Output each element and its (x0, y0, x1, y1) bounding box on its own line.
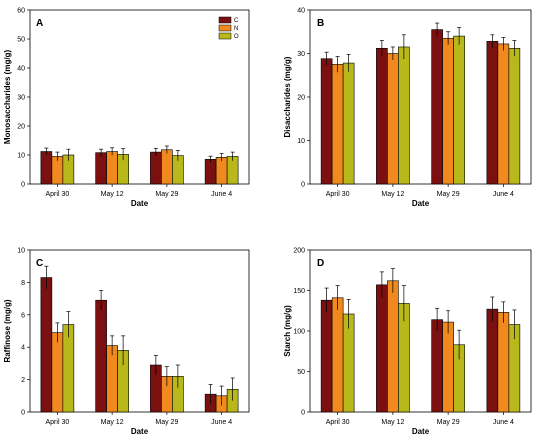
x-tick-label: April 30 (46, 191, 70, 198)
x-tick-label: April 30 (46, 419, 70, 426)
panel-B: 0 10 20 30 40 April 30 May 12 May 29 June 4 B Date… (283, 8, 532, 208)
bar-N (497, 312, 510, 413)
y-tick-label: 0 (21, 182, 25, 189)
bar-C (95, 299, 107, 413)
panel-label: A (36, 18, 43, 29)
bar-O (342, 313, 355, 413)
bar-N (215, 157, 228, 185)
x-tick-label: May 29 (155, 191, 178, 198)
bar-N (442, 321, 454, 413)
plot-frame (29, 249, 250, 413)
bar-C (40, 277, 53, 413)
bar-N (331, 297, 344, 413)
y-tick-label: 4 (21, 345, 25, 352)
y-tick-label: 30 (17, 95, 25, 102)
bar-C (40, 151, 53, 185)
x-axis-title: Date (412, 199, 430, 208)
x-tick-label: May 12 (381, 191, 404, 198)
x-tick-label: May 29 (437, 191, 460, 198)
bar-N (161, 149, 173, 185)
x-tick-label: April 30 (326, 419, 350, 426)
y-tick-label: 20 (17, 124, 25, 131)
y-tick-label: 2 (21, 377, 25, 384)
bar-C (204, 159, 217, 185)
x-tick-label: April 30 (326, 191, 350, 198)
bar-C (486, 41, 499, 185)
bar-C (376, 284, 388, 413)
x-tick-label: June 4 (211, 191, 232, 198)
y-tick-label: 100 (293, 329, 305, 336)
x-tick-label: May 29 (155, 419, 178, 426)
y-axis-title: Monosaccharides (mg/g) (3, 50, 12, 145)
y-axis-title: Disaccharides (mg/g) (283, 56, 292, 137)
y-tick-label: 20 (297, 95, 305, 102)
panel-D: 0 50 100 150 200 April 30 May 12 May 29 June 4 D D… (283, 248, 532, 436)
bar-O (398, 46, 410, 185)
bar-O (453, 35, 465, 185)
legend-swatch-O (218, 32, 232, 40)
x-tick-label: May 12 (101, 419, 124, 426)
x-tick-label: May 12 (381, 419, 404, 426)
bar-N (497, 43, 510, 185)
y-tick-label: 30 (297, 51, 305, 58)
x-tick-label: June 4 (211, 419, 232, 426)
bar-C (150, 151, 162, 185)
panel-A: 0 10 20 30 40 50 60 April 30 May 12 May 29 June 4 A… (3, 8, 250, 208)
y-tick-label: 200 (293, 248, 305, 255)
y-tick-label: 40 (297, 8, 305, 15)
legend-label-C: C (234, 18, 239, 24)
y-tick-label: 40 (17, 66, 25, 73)
legend: CNO (218, 16, 239, 40)
bar-O (342, 62, 355, 185)
y-tick-label: 10 (17, 153, 25, 160)
y-tick-label: 50 (17, 37, 25, 44)
x-axis-title: Date (131, 199, 149, 208)
bar-C (320, 58, 333, 185)
y-tick-label: 10 (17, 248, 25, 255)
bar-C (376, 47, 388, 185)
y-axis-title: Raffinose (mg/g) (3, 299, 12, 362)
x-tick-label: June 4 (493, 419, 514, 426)
bar-O (508, 47, 521, 185)
bar-C (95, 152, 107, 185)
panel-label: B (317, 18, 324, 29)
y-tick-label: 8 (21, 280, 25, 287)
bar-C (431, 29, 443, 185)
y-tick-label: 150 (293, 288, 305, 295)
x-axis-title: Date (131, 427, 149, 436)
bar-C (320, 299, 333, 413)
y-tick-label: 50 (297, 369, 305, 376)
panel-label: D (317, 258, 324, 269)
legend-label-O: O (234, 34, 239, 40)
panel-C: 0 2 4 6 8 10 April 30 May 12 May 29 June 4 C Date Ra… (3, 248, 250, 436)
x-tick-label: May 12 (101, 191, 124, 198)
panel-label: C (36, 258, 43, 269)
bar-C (431, 319, 443, 413)
bar-C (486, 308, 499, 413)
x-tick-label: May 29 (437, 419, 460, 426)
bar-N (106, 345, 118, 413)
legend-label-N: N (234, 26, 238, 32)
bar-N (51, 332, 64, 413)
x-tick-label: June 4 (493, 191, 514, 198)
y-tick-label: 0 (21, 410, 25, 417)
y-tick-label: 6 (21, 312, 25, 319)
y-tick-label: 0 (301, 182, 305, 189)
bar-O (62, 324, 75, 413)
y-tick-label: 60 (17, 8, 25, 15)
y-axis-title: Starch (mg/g) (283, 305, 292, 357)
bar-N (387, 53, 399, 185)
bar-N (106, 151, 118, 185)
bar-N (387, 280, 399, 413)
legend-swatch-C (218, 16, 232, 24)
bar-N (331, 64, 344, 185)
x-axis-title: Date (412, 427, 430, 436)
y-tick-label: 10 (297, 138, 305, 145)
legend-swatch-N (218, 24, 232, 32)
bar-N (442, 37, 454, 185)
y-tick-label: 0 (301, 410, 305, 417)
